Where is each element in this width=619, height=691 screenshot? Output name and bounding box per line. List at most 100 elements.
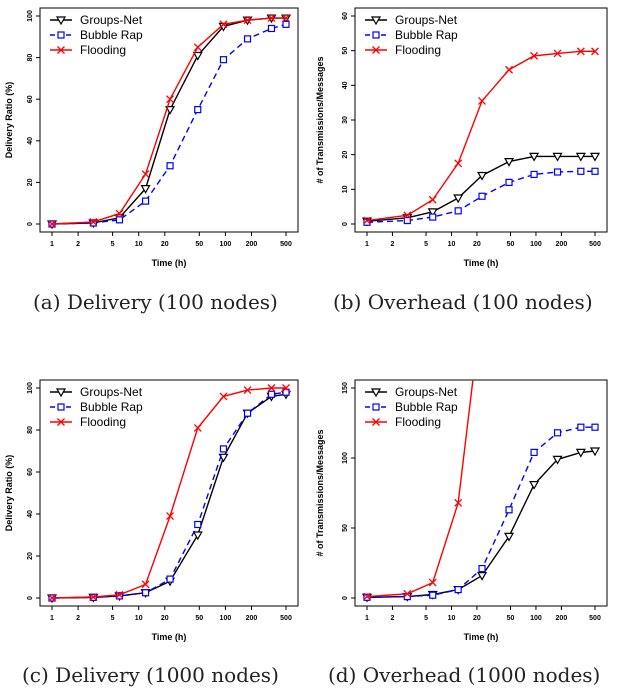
- series-line-flooding: [51, 387, 286, 599]
- point-flooding: [193, 43, 202, 52]
- point-flooding: [115, 209, 124, 218]
- series-line-flooding: [51, 17, 286, 225]
- point-bubble-rap: [553, 168, 562, 176]
- point-groups-net: [165, 106, 176, 115]
- plot-area: [361, 380, 601, 603]
- point-flooding: [530, 51, 539, 60]
- legend-label-groups-net: Groups-Net: [395, 13, 458, 27]
- point-flooding: [363, 592, 371, 601]
- plot-frame: [354, 379, 608, 607]
- legend-label-bubble-rap: Bubble Rap: [80, 28, 143, 42]
- x-tick-label: 5: [111, 615, 115, 622]
- y-tick-label: 50: [342, 524, 349, 532]
- point-bubble-rap: [267, 24, 276, 33]
- point-groups-net: [552, 455, 563, 465]
- point-flooding: [219, 20, 228, 29]
- point-bubble-rap: [219, 445, 228, 453]
- point-groups-net: [477, 572, 488, 581]
- y-axis-label: # of Transmissions/Messages: [315, 429, 325, 556]
- y-tick-label: 80: [27, 54, 34, 62]
- legend-marker-flooding: [372, 46, 380, 54]
- y-tick-label: 0: [342, 222, 349, 226]
- legend-label-bubble-rap: Bubble Rap: [395, 28, 458, 42]
- legend-label-bubble-rap: Bubble Rap: [80, 400, 143, 414]
- x-tick-label: 20: [473, 241, 481, 248]
- x-tick-label: 1: [365, 241, 369, 248]
- point-bubble-rap: [591, 167, 599, 175]
- point-flooding: [243, 16, 252, 25]
- x-tick-label: 500: [280, 615, 292, 622]
- chart-overhead-1000-nodes: 1 2 5 10 20 50 100 200 500 0 50 100 150 Time (h) # of …: [315, 379, 608, 642]
- y-tick-label: 40: [27, 510, 34, 518]
- caption-a: (a) Delivery (100 nodes): [33, 290, 278, 314]
- plot-frame: [39, 7, 299, 233]
- legend-label-groups-net: Groups-Net: [80, 13, 143, 27]
- x-tick-label: 100: [220, 615, 232, 622]
- legend-label-flooding: Flooding: [395, 415, 441, 429]
- point-bubble-rap: [505, 506, 513, 514]
- point-groups-net: [589, 447, 601, 457]
- point-flooding: [282, 384, 290, 392]
- legend-marker-flooding: [372, 418, 380, 426]
- y-axis-label: Delivery Ratio (%): [4, 455, 14, 532]
- x-tick-label: 50: [195, 241, 203, 248]
- plot-area: [361, 47, 601, 227]
- point-flooding: [115, 590, 124, 599]
- y-axis-label: # of Transmissions/Messages: [315, 56, 325, 183]
- point-bubble-rap: [115, 592, 124, 600]
- x-tick-label: 200: [556, 241, 568, 248]
- point-flooding: [166, 95, 175, 104]
- point-flooding: [141, 580, 150, 589]
- legend-marker-flooding: [57, 46, 65, 54]
- point-bubble-rap: [166, 575, 174, 583]
- point-bubble-rap: [141, 589, 150, 597]
- point-bubble-rap: [429, 591, 437, 599]
- y-axis-label: Delivery Ratio (%): [4, 82, 14, 159]
- y-tick-label: 100: [27, 382, 34, 394]
- point-groups-net: [427, 208, 438, 218]
- point-flooding: [48, 594, 56, 602]
- point-groups-net: [453, 194, 464, 204]
- y-tick-label: 0: [27, 596, 34, 600]
- legend-marker-groups-net: [370, 388, 382, 398]
- series-line-bubble-rap: [366, 170, 595, 223]
- point-flooding: [267, 384, 276, 392]
- point-flooding: [243, 386, 252, 395]
- legend-label-groups-net: Groups-Net: [395, 385, 458, 399]
- x-tick-label: 20: [161, 241, 169, 248]
- x-tick-label: 5: [424, 241, 428, 248]
- legend-marker-bubble-rap: [372, 31, 380, 39]
- legend-label-flooding: Flooding: [395, 43, 441, 57]
- point-bubble-rap: [478, 192, 486, 200]
- x-tick-label: 200: [246, 615, 258, 622]
- plot-area: [46, 14, 292, 230]
- legend-marker-groups-net: [370, 16, 382, 26]
- x-tick-label: 100: [220, 241, 232, 248]
- point-flooding: [48, 220, 56, 228]
- x-tick-label: 20: [161, 615, 169, 622]
- x-tick-label: 200: [246, 241, 258, 248]
- x-tick-label: 500: [589, 241, 601, 248]
- caption-d: (d) Overhead (1000 nodes): [328, 663, 601, 687]
- y-tick-label: 60: [27, 95, 34, 103]
- x-axis-label: Time (h): [464, 632, 499, 642]
- y-tick-label: 20: [27, 552, 34, 560]
- caption-c: (c) Delivery (1000 nodes): [22, 663, 279, 687]
- x-tick-label: 500: [280, 241, 292, 248]
- point-flooding: [282, 14, 290, 23]
- x-tick-label: 5: [424, 615, 428, 622]
- legend-marker-groups-net: [55, 16, 67, 26]
- point-flooding: [428, 578, 437, 587]
- x-tick-label: 50: [507, 615, 515, 622]
- point-bubble-rap: [267, 390, 276, 398]
- point-flooding: [576, 47, 585, 56]
- chart-delivery-100-nodes: 1 2 5 10 20 50 100 200 500 0 20 40 60 80 100 Time (h) De…: [4, 7, 299, 268]
- point-groups-net: [192, 531, 203, 541]
- point-groups-net: [503, 532, 515, 542]
- point-bubble-rap: [577, 167, 585, 175]
- point-bubble-rap: [243, 409, 252, 417]
- y-tick-label: 30: [342, 116, 349, 124]
- legend-label-flooding: Flooding: [80, 43, 126, 57]
- x-tick-label: 1: [365, 615, 369, 622]
- y-tick-label: 0: [27, 222, 34, 226]
